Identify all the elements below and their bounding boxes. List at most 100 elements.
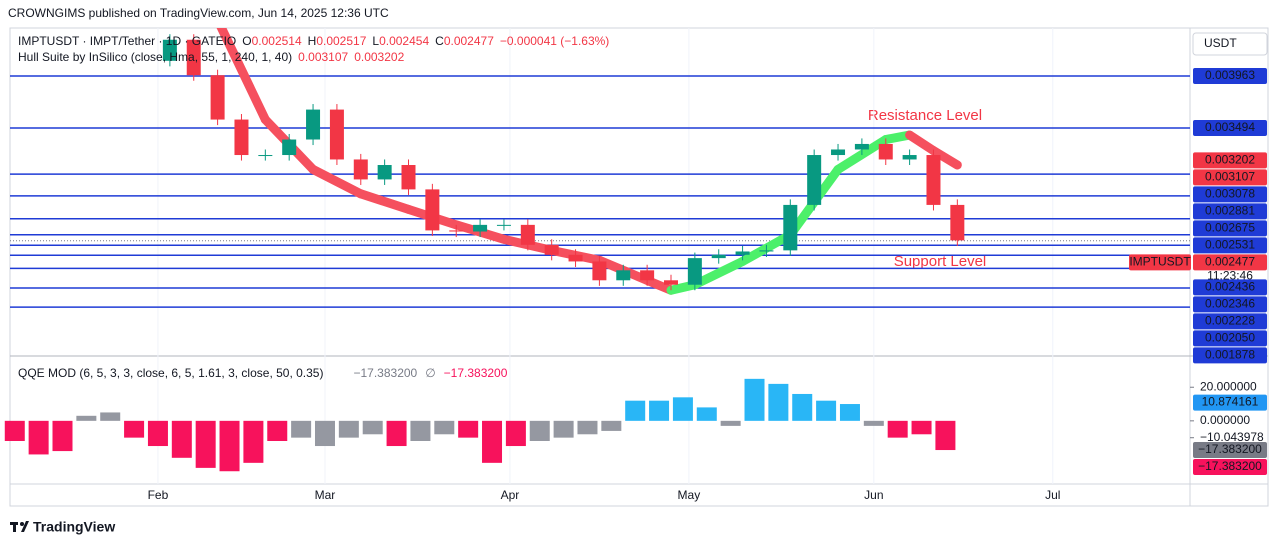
price-pane [10,28,1190,308]
level-label-bg [1193,313,1267,330]
histogram-bar [935,420,956,451]
level-label-bg [1193,279,1267,296]
histogram-bar [696,407,717,421]
candle-body [735,251,750,255]
histogram-bar [911,420,932,435]
histogram-bar [314,420,335,447]
histogram-bar [362,420,383,435]
level-label-bg [1193,220,1267,237]
histogram-bar [577,420,598,435]
candle-body [258,155,273,157]
ohlc-value: 0.002454 [379,34,429,48]
x-tick-label: Apr [501,488,520,502]
hull-segment [905,130,938,156]
level-label-bg [1193,237,1267,254]
candle-body [329,109,344,160]
x-tick-label: Jul [1045,488,1060,502]
level-label-bg [1193,296,1267,313]
level-label: 0.002436 [1205,280,1255,294]
candle-body [759,250,774,252]
candle-body [353,159,368,180]
candle-body [640,270,655,281]
histogram-bar [124,420,145,438]
level-label: 0.002531 [1205,238,1255,252]
level-label-bg [1193,67,1267,84]
footer-brand: TradingView [33,519,115,535]
hull-segment [356,189,414,214]
symbol: IMPTUSDT · IMPT/Tether · 1D · GATEIO [18,34,236,48]
histogram-bar [219,420,240,472]
y-tick-label: 0.000000 [1200,413,1250,427]
histogram-bar [720,420,741,426]
hull-segment [928,146,962,170]
candle-body [210,75,225,120]
last-price-badge-bg [1193,254,1267,271]
histogram-bar [338,420,359,438]
candle-body [616,270,631,281]
histogram-bar [863,420,884,426]
x-tick-label: Mar [315,488,336,502]
histogram-bar [649,400,670,421]
last-price-symbol-bg [1129,254,1191,271]
level-label: 0.002675 [1205,221,1255,235]
histogram-bar [529,420,550,441]
level-label-bg [1193,119,1267,136]
histogram-bar [839,404,860,421]
last-price-symbol: IMPTUSDT [1129,255,1191,269]
histogram-bar [4,420,25,441]
qqe-name: QQE MOD (6, 5, 3, 3, close, 6, 5, 1.61, … [18,366,323,380]
histogram-bar [410,420,431,441]
histogram-bar [625,400,646,421]
qqe-legend: QQE MOD (6, 5, 3, 3, close, 6, 5, 1.61, … [18,366,508,380]
hull-badge: 0.003107 [1205,170,1255,184]
qqe-value: −17.383200 [353,366,417,380]
candle-body [544,244,559,255]
frame [9,27,1269,507]
candle-body [831,149,846,156]
candle-body [663,280,678,285]
candle-body [282,139,297,156]
hull-legend: Hull Suite by InSilico (close, Hma, 55, … [18,50,405,64]
header: CROWNGIMS published on TradingView.com, … [8,6,389,20]
level-label: 0.003494 [1205,120,1255,134]
candle-body [783,204,798,251]
candle-body [711,254,726,259]
histogram-bar [887,420,908,438]
histogram-bar [243,420,264,463]
ohlc-value: 0.002514 [252,34,302,48]
level-label-bg [1193,347,1267,364]
hull-segment [308,164,366,199]
level-label: 0.002228 [1205,314,1255,328]
level-label: 0.001878 [1205,348,1255,362]
histogram-bar [768,383,789,421]
hull-badge-bg [1193,152,1267,169]
histogram-bar [744,378,765,421]
histogram-bar [482,420,503,463]
histogram-bar [28,420,49,455]
annotation: Support Level [894,253,987,270]
y-tick-label: −10.043978 [1200,430,1264,444]
y-tick-label: 20.000000 [1200,379,1257,393]
hull-badge-bg [1193,169,1267,186]
candle-body [807,155,822,205]
level-label-bg [1193,186,1267,203]
histogram-bar [291,420,312,438]
histogram-bar [601,420,622,431]
candle-body [950,204,965,241]
histogram-bar [100,412,121,421]
candle-body [401,165,416,190]
candle-body [186,39,201,76]
unit-box [1192,32,1268,56]
axis-unit: USDT [1204,36,1237,50]
level-label: 0.002050 [1205,331,1255,345]
candle-body [520,224,535,245]
change: −0.000041 (−1.63%) [500,34,609,48]
qqe-badge: −17.383200 [1198,442,1262,456]
candle-body [568,254,583,262]
histogram-bar [816,400,837,421]
histogram-bar [195,420,216,468]
candle-body [854,143,869,150]
hull-badge: 0.003202 [1205,153,1255,167]
candle-body [687,258,702,285]
